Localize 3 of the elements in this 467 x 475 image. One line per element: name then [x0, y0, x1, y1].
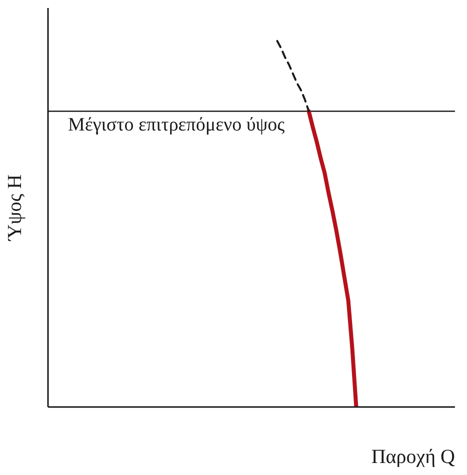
ref-line-label: Μέγιστο επιτρεπόμενο ύψος: [68, 114, 286, 136]
y-axis-title: Ύψος H: [4, 174, 26, 242]
x-axis-title: Παροχή Q: [371, 446, 456, 468]
